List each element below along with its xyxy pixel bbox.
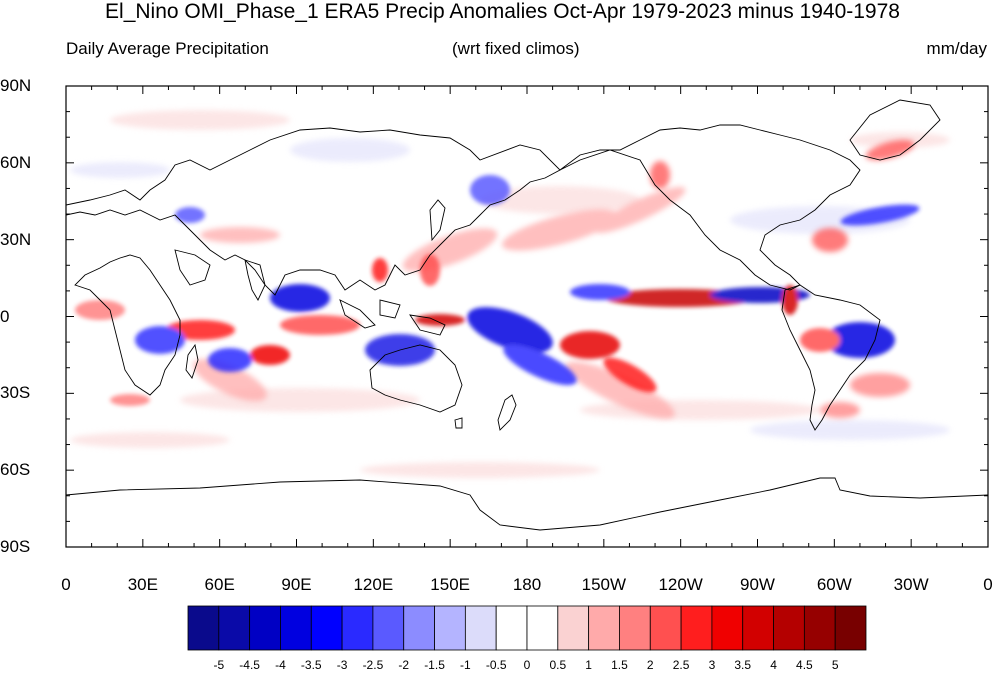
lat-label: 30N — [0, 229, 32, 249]
colorbar-label: -4.5 — [239, 658, 260, 672]
lon-label: 60W — [816, 575, 852, 594]
colorbar-box — [742, 605, 774, 651]
left-subtitle: Daily Average Precipitation — [66, 39, 269, 58]
colorbar-box — [495, 605, 528, 651]
colorbar-box — [557, 605, 590, 651]
lat-label: 0 — [0, 306, 10, 326]
colorbar-box — [464, 605, 497, 651]
lon-label: 30E — [127, 575, 158, 594]
colorbar-label: 4.5 — [796, 658, 813, 672]
colorbar-box — [372, 605, 405, 651]
colorbar-label: 1 — [585, 658, 592, 672]
lon-label: 90W — [740, 575, 775, 594]
lon-label: 30W — [893, 575, 929, 594]
colorbar-label: -2 — [398, 658, 410, 672]
lon-label: 0 — [61, 575, 71, 594]
lat-label: 90N — [0, 76, 32, 95]
lon-label: 150E — [430, 575, 471, 594]
colorbar-label: -0.5 — [485, 658, 507, 672]
colorbar-label: 5 — [831, 658, 839, 672]
colorbar-label: 0.5 — [549, 658, 567, 672]
lon-label: 180 — [512, 575, 542, 594]
map-title: El_Nino OMI_Phase_1 ERA5 Precip Anomalie… — [105, 0, 900, 23]
colorbar-box — [803, 605, 836, 651]
colorbar-box — [403, 605, 435, 651]
colorbar-box — [249, 605, 281, 651]
colorbar-label: 1.5 — [611, 658, 628, 672]
colorbar — [187, 605, 867, 651]
colorbar-label: -1 — [460, 658, 471, 672]
colorbar-box — [619, 605, 651, 651]
map-frame — [65, 85, 989, 548]
colorbar-label: 2 — [646, 658, 654, 672]
lat-label: 90S — [0, 537, 31, 556]
colorbar-box — [834, 605, 867, 651]
colorbar-label: -5 — [213, 658, 225, 672]
colorbar-label: -3.5 — [300, 658, 322, 672]
colorbar-label: -2.5 — [362, 658, 384, 672]
colorbar-box — [649, 605, 682, 651]
colorbar-label: 0 — [523, 658, 531, 672]
colorbar-label: -1.5 — [424, 658, 445, 672]
colorbar-box — [434, 605, 466, 651]
units-label: mm/day — [926, 39, 987, 58]
colorbar-box — [218, 605, 251, 651]
colorbar-box — [526, 605, 559, 651]
colorbar-box — [588, 605, 620, 651]
lat-label: 30S — [0, 383, 31, 403]
center-subtitle: (wrt fixed climos) — [452, 39, 580, 58]
lat-label: 60N — [0, 152, 32, 172]
colorbar-box — [711, 605, 744, 651]
lon-label: 120E — [353, 575, 394, 594]
lon-label: 150W — [581, 575, 627, 594]
colorbar-box — [341, 605, 374, 651]
colorbar-label: 3 — [708, 658, 716, 672]
colorbar-label: -3 — [336, 658, 348, 672]
lon-label: 0 — [983, 575, 993, 594]
colorbar-box — [773, 605, 805, 651]
axis-ticks — [65, 85, 989, 548]
colorbar-label: 3.5 — [734, 658, 752, 672]
colorbar-box — [187, 605, 220, 651]
coastlines — [66, 99, 988, 531]
anomaly-field — [70, 110, 950, 478]
lon-label: 60E — [204, 575, 235, 594]
colorbar-box — [310, 605, 343, 651]
lon-label: 120W — [658, 575, 703, 594]
colorbar-label: -4 — [275, 658, 286, 672]
colorbar-label: 2.5 — [672, 658, 690, 672]
colorbar-label: 4 — [770, 658, 777, 672]
colorbar-box — [680, 605, 713, 651]
lon-label: 90E — [281, 575, 312, 594]
colorbar-box — [280, 605, 312, 651]
lat-label: 60S — [0, 460, 31, 480]
